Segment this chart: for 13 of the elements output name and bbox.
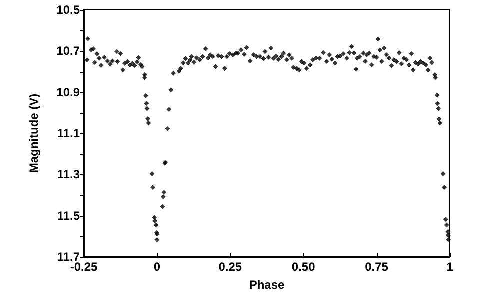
y-tick-label: 11.3 <box>57 168 80 182</box>
y-tick-label: 11.1 <box>57 126 80 140</box>
y-tick-label: 10.7 <box>56 44 80 58</box>
x-tick-label: 0.25 <box>218 260 242 274</box>
x-tick-label: 0.50 <box>292 260 316 274</box>
y-axis-title: Magnitude (V) <box>27 94 41 174</box>
y-tick-label: 11.5 <box>57 208 80 223</box>
y-tick-label: 10.9 <box>56 85 80 100</box>
x-tick-label: 0 <box>154 260 161 274</box>
x-tick-label: 0.75 <box>365 260 389 274</box>
x-tick-label: 1 <box>446 260 454 274</box>
y-tick-label: 10.5 <box>56 3 80 17</box>
x-axis-title: Phase <box>249 278 285 292</box>
